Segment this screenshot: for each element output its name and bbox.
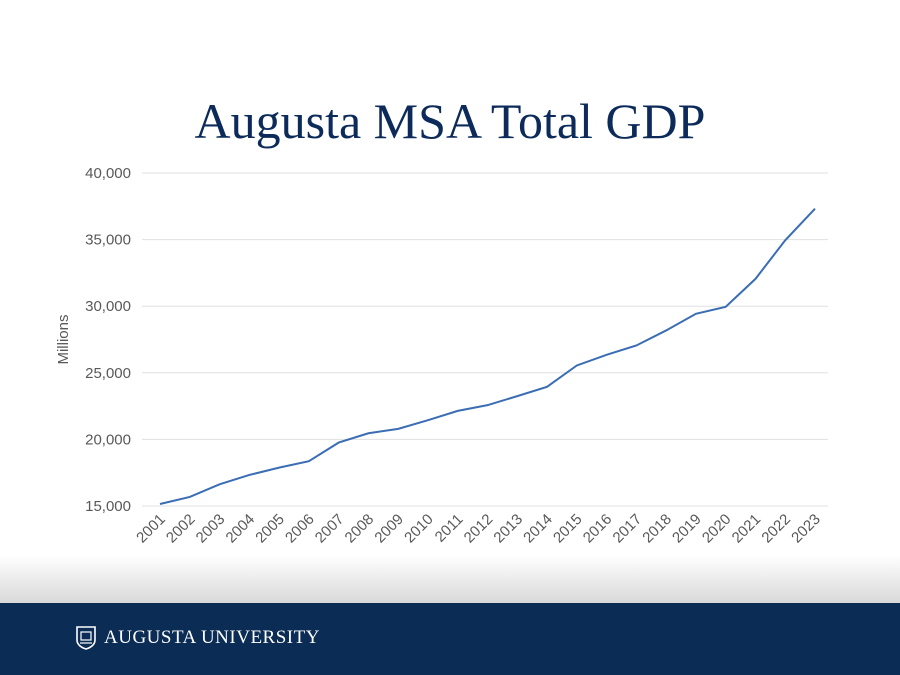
x-tick-label: 2012 — [461, 511, 497, 547]
x-tick-label: 2010 — [401, 511, 437, 547]
x-tick-label: 2018 — [639, 511, 675, 547]
x-tick-label: 2006 — [282, 511, 318, 547]
x-tick-label: 2020 — [699, 511, 735, 547]
x-tick-label: 2007 — [312, 511, 348, 547]
line-chart: 15,000 20,000 25,000 30,000 35,000 40,000 2001… — [55, 165, 828, 547]
brand-name: AUGUSTA UNIVERSITY — [104, 627, 320, 648]
x-tick-label: 2008 — [342, 511, 378, 547]
x-tick-label: 2021 — [729, 511, 765, 547]
x-tick-label: 2014 — [520, 511, 556, 547]
x-tick-label: 2013 — [490, 511, 526, 547]
university-logo: AUGUSTA UNIVERSITY — [76, 626, 320, 650]
x-tick-label: 2003 — [193, 511, 229, 547]
x-tick-label: 2015 — [550, 511, 586, 547]
shield-logo-icon — [76, 626, 96, 650]
y-tick-label: 35,000 — [85, 232, 131, 249]
y-tick-label: 15,000 — [85, 498, 131, 515]
y-tick-label: 25,000 — [85, 365, 131, 382]
series-line — [159, 208, 816, 505]
x-tick-label: 2019 — [669, 511, 705, 547]
y-tick-label: 30,000 — [85, 298, 131, 315]
x-tick-label: 2022 — [758, 511, 794, 547]
x-tick-label: 2011 — [432, 511, 467, 546]
x-tick-label: 2009 — [371, 511, 407, 547]
x-tick-label: 2017 — [610, 511, 646, 547]
footer-band — [0, 603, 900, 675]
x-tick-label: 2001 — [133, 511, 169, 547]
y-axis-label: Millions — [55, 314, 72, 364]
footer-fade — [0, 555, 900, 603]
x-tick-label: 2005 — [252, 511, 288, 547]
y-tick-label: 40,000 — [85, 165, 131, 182]
x-tick-label: 2023 — [788, 511, 824, 547]
y-tick-label: 20,000 — [85, 431, 131, 448]
x-tick-label: 2004 — [223, 511, 259, 547]
x-tick-label: 2002 — [163, 511, 199, 547]
x-tick-label: 2016 — [580, 511, 616, 547]
chart-title: Augusta MSA Total GDP — [194, 93, 706, 149]
